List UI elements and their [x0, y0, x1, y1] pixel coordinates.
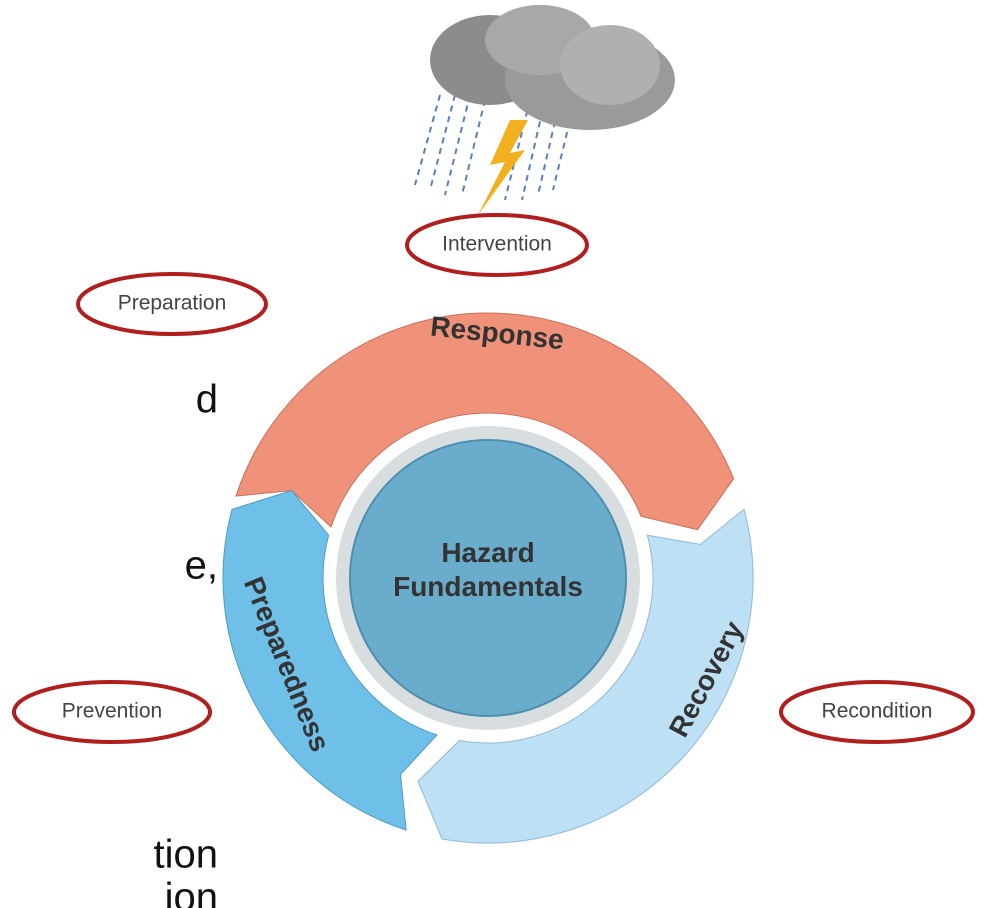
fragment: d [196, 378, 218, 422]
callout-label: Recondition [822, 700, 933, 723]
callout-label: Prevention [62, 700, 162, 723]
callout-label: Intervention [442, 233, 552, 256]
fragment: e, [185, 544, 218, 588]
page: d e, tion ion HazardFundamentals Respons… [0, 0, 986, 908]
callout-label: Preparation [118, 292, 227, 315]
fragment: ion [165, 876, 218, 908]
fragment: tion [154, 833, 219, 877]
storm-cloud [415, 5, 675, 215]
